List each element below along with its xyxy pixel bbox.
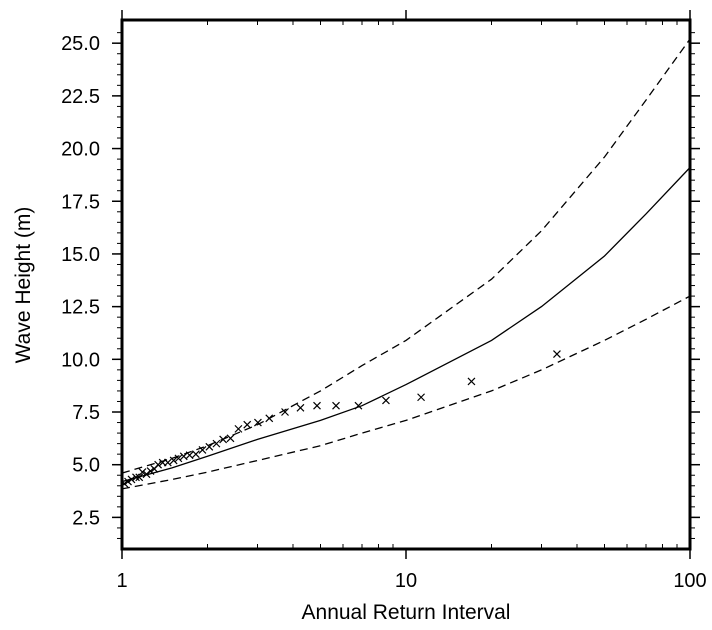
y-tick-label: 20.0: [61, 139, 100, 161]
y-tick-label: 25.0: [61, 33, 100, 55]
y-tick-label: 7.5: [72, 402, 100, 424]
data-point-marker: [146, 467, 155, 475]
data-point-marker: [127, 475, 136, 484]
x-tick-label: 100: [673, 570, 706, 592]
data-point-marker: [124, 477, 132, 486]
plot-border: [120, 18, 692, 551]
fit-line: [121, 167, 691, 483]
x-tick-label: 10: [395, 570, 417, 592]
series-layer: [120, 38, 691, 490]
y-axis-title: Wave Height (m): [12, 207, 35, 364]
upper-bound-line: [121, 38, 691, 474]
y-tick-label: 2.5: [72, 507, 100, 529]
data-point-marker: [185, 451, 194, 460]
data-point-marker: [265, 414, 274, 423]
data-point-marker: [417, 393, 425, 402]
data-point-marker: [219, 435, 228, 444]
data-point-marker: [205, 442, 214, 451]
data-point-marker: [234, 424, 243, 433]
data-point-marker: [332, 401, 340, 410]
data-point-marker: [174, 454, 183, 463]
minor-ticks: [117, 20, 695, 549]
data-point-marker: [132, 473, 140, 482]
observed-points: [120, 350, 561, 488]
data-point-marker: [553, 350, 561, 358]
data-point-marker: [138, 468, 147, 476]
y-tick-label: 10.0: [61, 349, 100, 371]
major-ticks: [112, 10, 700, 559]
tick-labels: 1 10 100 2.5 5.0 7.5 10.0 12.5 15.0 17.5 20.0 22.5 2…: [61, 33, 707, 592]
data-point-marker: [163, 458, 172, 467]
y-tick-label: 22.5: [61, 86, 100, 108]
lower-bound-line: [121, 295, 691, 490]
data-point-marker: [354, 401, 363, 410]
plot-frame: [120, 18, 692, 551]
data-point-marker: [212, 439, 221, 448]
x-tick-label: 1: [116, 570, 127, 592]
data-point-marker: [226, 434, 235, 443]
data-point-marker: [313, 401, 321, 410]
data-point-marker: [382, 396, 390, 405]
data-point-marker: [281, 408, 289, 416]
data-point-marker: [296, 403, 305, 412]
y-tick-label: 17.5: [61, 191, 100, 213]
data-point-marker: [198, 446, 207, 454]
y-tick-label: 5.0: [72, 455, 100, 477]
data-point-marker: [243, 420, 252, 429]
data-point-marker: [467, 377, 476, 386]
data-point-marker: [169, 456, 178, 465]
data-point-marker: [120, 479, 129, 488]
data-point-marker: [253, 418, 262, 427]
y-tick-label: 15.0: [61, 244, 100, 266]
data-point-marker: [135, 473, 144, 482]
y-tick-label: 12.5: [61, 297, 100, 319]
x-axis-title: Annual Return Interval: [302, 601, 511, 624]
data-point-marker: [191, 450, 200, 459]
data-point-marker: [154, 460, 163, 469]
